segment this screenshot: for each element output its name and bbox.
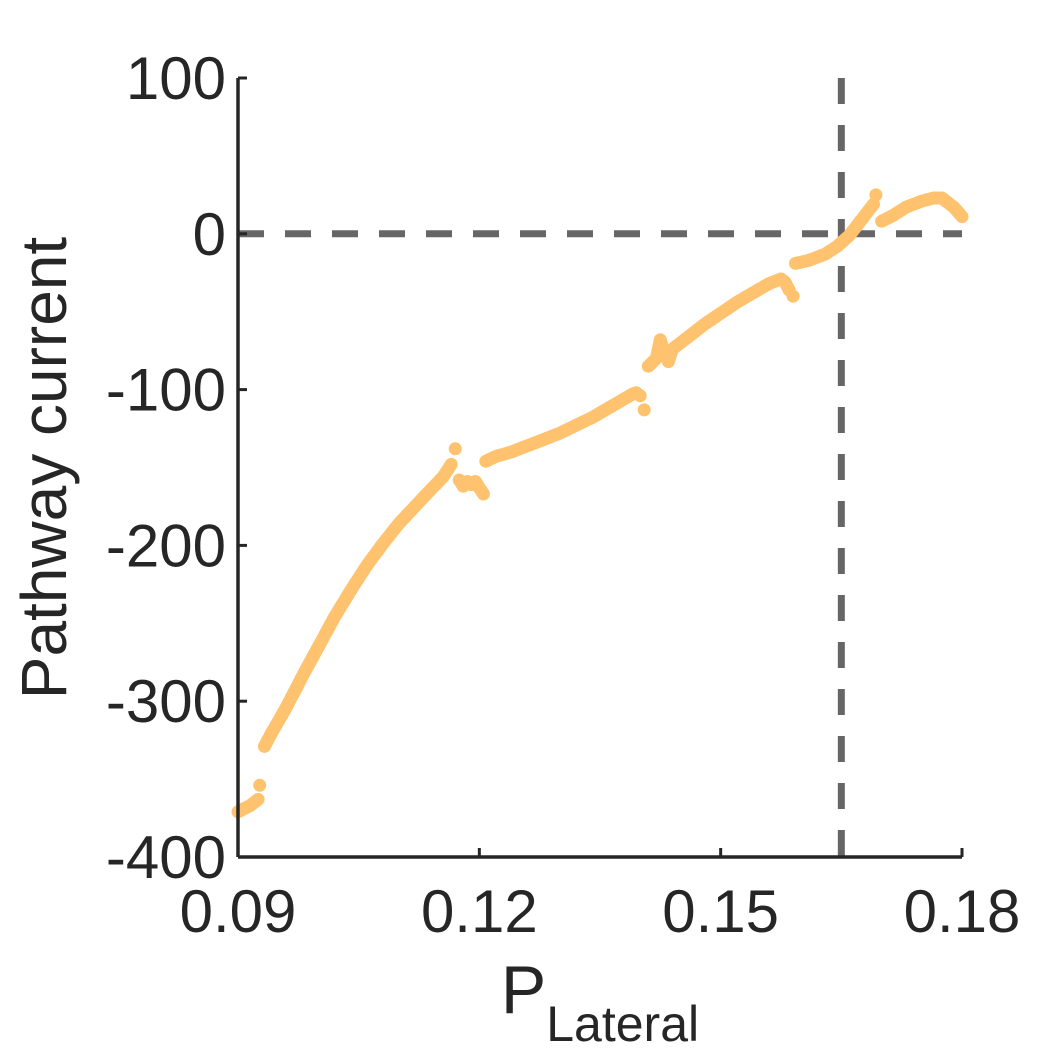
reference-lines [238, 78, 962, 857]
data-point [444, 457, 458, 471]
y-tick-label: -100 [106, 357, 226, 424]
data-point [637, 403, 651, 417]
y-axis-ticks: -400 -300 -200 -100 0 100 [106, 45, 247, 891]
data-point [253, 778, 267, 792]
data-points [231, 188, 969, 819]
axes: -400 -300 -200 -100 0 100 0.09 0.12 0.15 0.18 [106, 45, 1020, 945]
x-axis-title-subscript: Lateral [546, 996, 699, 1052]
data-point [476, 487, 490, 501]
y-tick-label: -400 [106, 824, 226, 891]
data-point [869, 188, 883, 202]
y-tick-label: 0 [193, 201, 226, 268]
data-point [251, 792, 265, 806]
data-point [955, 210, 969, 224]
data-point [633, 389, 647, 403]
y-axis-title: Pathway current [8, 237, 80, 700]
data-point [786, 289, 800, 303]
x-axis-title-main: P [501, 952, 546, 1028]
x-tick-label: 0.15 [662, 878, 779, 945]
y-tick-label: 100 [126, 45, 226, 112]
x-tick-label: 0.09 [180, 878, 297, 945]
data-point [448, 442, 462, 456]
x-axis-ticks: 0.09 0.12 0.15 0.18 [180, 848, 1021, 945]
y-tick-label: -300 [106, 668, 226, 735]
x-axis-title: PLateral [501, 952, 699, 1052]
x-tick-label: 0.12 [421, 878, 538, 945]
x-tick-label: 0.18 [904, 878, 1021, 945]
y-tick-label: -200 [106, 512, 226, 579]
